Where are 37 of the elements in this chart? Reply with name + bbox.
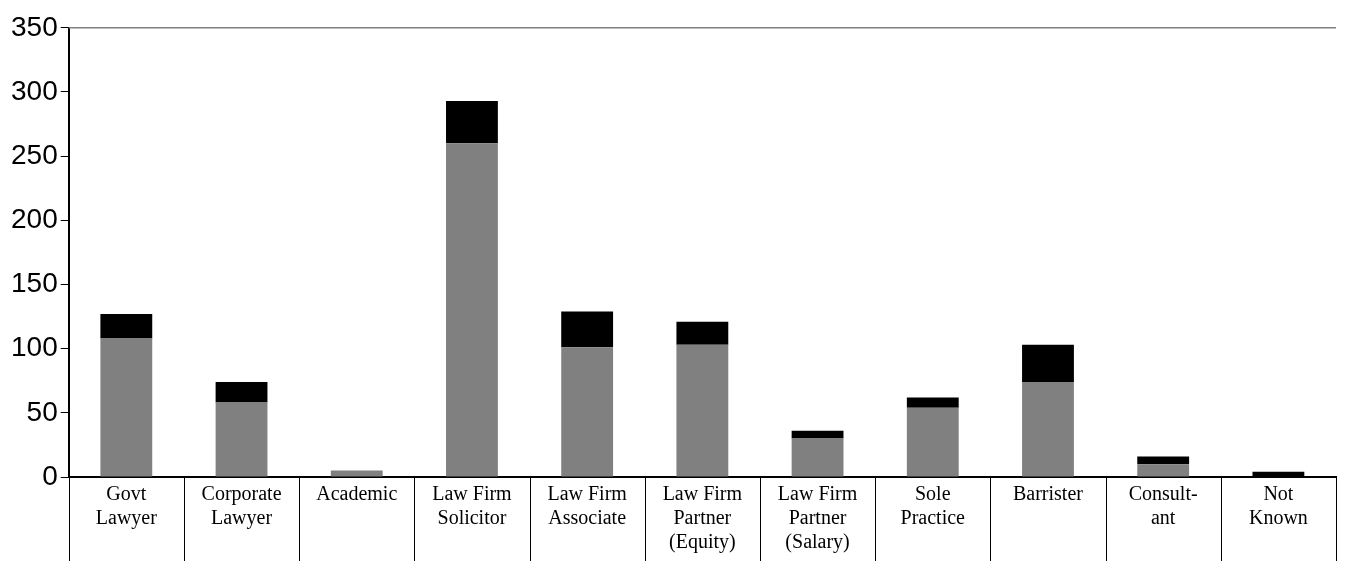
bar (676, 321, 729, 345)
y-tick-label: 350 (11, 10, 58, 42)
y-tick-label: 300 (11, 74, 58, 106)
bar (215, 382, 268, 403)
x-tick-label: Corporate Lawyer (201, 482, 282, 530)
x-tick-label: Not Known (1248, 482, 1308, 529)
x-tick-label: Govt Lawyer (95, 482, 158, 530)
bar (330, 470, 383, 477)
x-tick-label: Academic (316, 482, 398, 505)
bar (791, 438, 844, 477)
bar (446, 143, 498, 477)
x-tick-label: Sole Practice (900, 482, 966, 529)
x-tick-label: Consult- ant (1128, 482, 1198, 529)
bar (215, 402, 268, 477)
bar (100, 338, 153, 477)
x-tick-label: Law Firm Partner (Salary) (777, 482, 858, 554)
bar (1022, 382, 1074, 477)
y-tick-label: 250 (11, 138, 58, 170)
bar (1137, 456, 1190, 465)
bar (906, 407, 959, 477)
bar (1137, 464, 1190, 477)
bar (676, 344, 729, 477)
bar (1022, 344, 1074, 383)
y-tick-label: 0 (42, 459, 58, 491)
bar (906, 397, 959, 408)
x-tick-label: Law Firm Partner (Equity) (662, 482, 743, 554)
x-tick-label: Law Firm Solicitor (432, 482, 513, 529)
bar (561, 311, 614, 348)
y-tick-label: 50 (26, 395, 58, 427)
x-tick-label: Law Firm Associate (547, 482, 628, 529)
bar (100, 314, 153, 339)
bar (561, 347, 614, 477)
y-tick-label: 150 (11, 267, 58, 299)
y-tick-label: 100 (11, 331, 58, 363)
x-tick-label: Barrister (1012, 482, 1084, 505)
y-tick-label: 200 (11, 203, 58, 235)
bar (446, 100, 498, 144)
